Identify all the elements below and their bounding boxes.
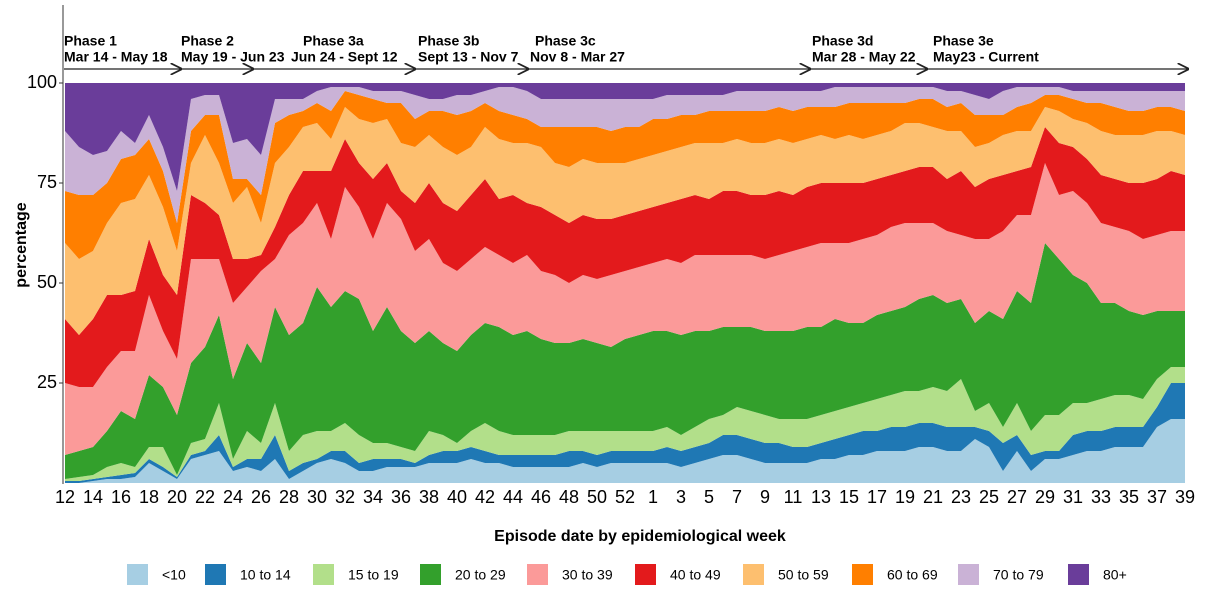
x-tick-label: 1 xyxy=(648,487,658,507)
x-tick-label: 33 xyxy=(1091,487,1111,507)
phase-title: Phase 3b xyxy=(418,33,479,49)
x-tick-label: 3 xyxy=(676,487,686,507)
x-tick-label: 21 xyxy=(923,487,943,507)
x-tick-label: 44 xyxy=(503,487,523,507)
phase-dates: May 19 - Jun 23 xyxy=(181,49,285,65)
x-tick-label: 11 xyxy=(784,487,803,507)
y-axis-label: percentage xyxy=(13,202,30,287)
x-tick-label: 20 xyxy=(167,487,187,507)
x-tick-label: 35 xyxy=(1119,487,1139,507)
x-tick-label: 5 xyxy=(704,487,714,507)
area xyxy=(65,419,1185,483)
x-tick-label: 17 xyxy=(867,487,887,507)
legend-swatch xyxy=(958,564,979,585)
area xyxy=(65,107,1185,335)
legend-swatch xyxy=(527,564,548,585)
area xyxy=(65,243,1185,479)
x-tick-label: 40 xyxy=(447,487,467,507)
area xyxy=(65,163,1185,455)
x-tick-label: 18 xyxy=(139,487,159,507)
legend-label: 50 to 59 xyxy=(778,567,829,583)
x-tick-label: 16 xyxy=(111,487,131,507)
legend-swatch xyxy=(635,564,656,585)
y-tick-label: 50 xyxy=(37,272,57,292)
phase-title: Phase 3c xyxy=(535,33,596,49)
legend-label: 70 to 79 xyxy=(993,567,1044,583)
x-tick-label: 48 xyxy=(559,487,579,507)
legend-label: 30 to 39 xyxy=(562,567,613,583)
phase-title: Phase 3d xyxy=(812,33,873,49)
x-tick-label: 39 xyxy=(1175,487,1195,507)
x-tick-label: 23 xyxy=(951,487,971,507)
legend-swatch xyxy=(852,564,873,585)
x-tick-label: 26 xyxy=(251,487,271,507)
x-tick-label: 22 xyxy=(195,487,215,507)
y-tick-label: 75 xyxy=(37,172,57,192)
x-tick-label: 19 xyxy=(895,487,915,507)
x-axis-label: Episode date by epidemiological week xyxy=(494,528,786,545)
x-tick-label: 37 xyxy=(1147,487,1167,507)
x-tick-label: 14 xyxy=(83,487,103,507)
area xyxy=(65,127,1185,387)
y-tick-label: 25 xyxy=(37,372,57,392)
x-tick-label: 36 xyxy=(391,487,411,507)
area xyxy=(65,383,1185,483)
legend-label: 80+ xyxy=(1103,567,1127,583)
plot-area xyxy=(65,83,1185,483)
legend-label: 20 to 29 xyxy=(455,567,506,583)
legend-swatch xyxy=(313,564,334,585)
phase-dates: Jun 24 - Sept 12 xyxy=(291,49,398,65)
phase-dates: Sept 13 - Nov 7 xyxy=(418,49,519,65)
phase-dates: May23 - Current xyxy=(933,49,1039,65)
x-tick-label: 7 xyxy=(732,487,742,507)
legend-swatch xyxy=(743,564,764,585)
x-tick-label: 25 xyxy=(979,487,999,507)
x-tick-label: 13 xyxy=(811,487,831,507)
area xyxy=(65,83,1185,191)
phase-dates: Mar 28 - May 22 xyxy=(812,49,916,65)
phase-title: Phase 2 xyxy=(181,33,234,49)
area xyxy=(65,87,1185,223)
x-tick-label: 27 xyxy=(1007,487,1027,507)
phase-title: Phase 3e xyxy=(933,33,994,49)
x-tick-label: 9 xyxy=(760,487,770,507)
legend-label: 15 to 19 xyxy=(348,567,399,583)
x-tick-label: 29 xyxy=(1035,487,1055,507)
phase-dates: Mar 14 - May 18 xyxy=(64,49,168,65)
x-tick-label: 31 xyxy=(1063,487,1083,507)
legend-label: 40 to 49 xyxy=(670,567,721,583)
legend-label: 10 to 14 xyxy=(240,567,291,583)
x-tick-label: 42 xyxy=(475,487,495,507)
x-tick-label: 38 xyxy=(419,487,439,507)
legend-swatch xyxy=(420,564,441,585)
x-tick-label: 12 xyxy=(55,487,75,507)
x-tick-label: 15 xyxy=(839,487,859,507)
phase-title: Phase 3a xyxy=(303,33,364,49)
x-tick-label: 30 xyxy=(307,487,327,507)
phase-title: Phase 1 xyxy=(64,33,117,49)
legend-swatch xyxy=(127,564,148,585)
x-tick-label: 32 xyxy=(335,487,355,507)
legend-label: 60 to 69 xyxy=(887,567,938,583)
x-tick-label: 24 xyxy=(223,487,243,507)
x-tick-label: 46 xyxy=(531,487,551,507)
legend-swatch xyxy=(205,564,226,585)
legend-swatch xyxy=(1068,564,1089,585)
area xyxy=(65,367,1185,481)
x-tick-label: 50 xyxy=(587,487,607,507)
phase-dates: Nov 8 - Mar 27 xyxy=(530,49,625,65)
legend-label: <10 xyxy=(162,567,186,583)
y-tick-label: 100 xyxy=(27,72,57,92)
area xyxy=(65,91,1185,259)
x-tick-label: 28 xyxy=(279,487,299,507)
x-tick-label: 34 xyxy=(363,487,383,507)
x-tick-label: 52 xyxy=(615,487,635,507)
